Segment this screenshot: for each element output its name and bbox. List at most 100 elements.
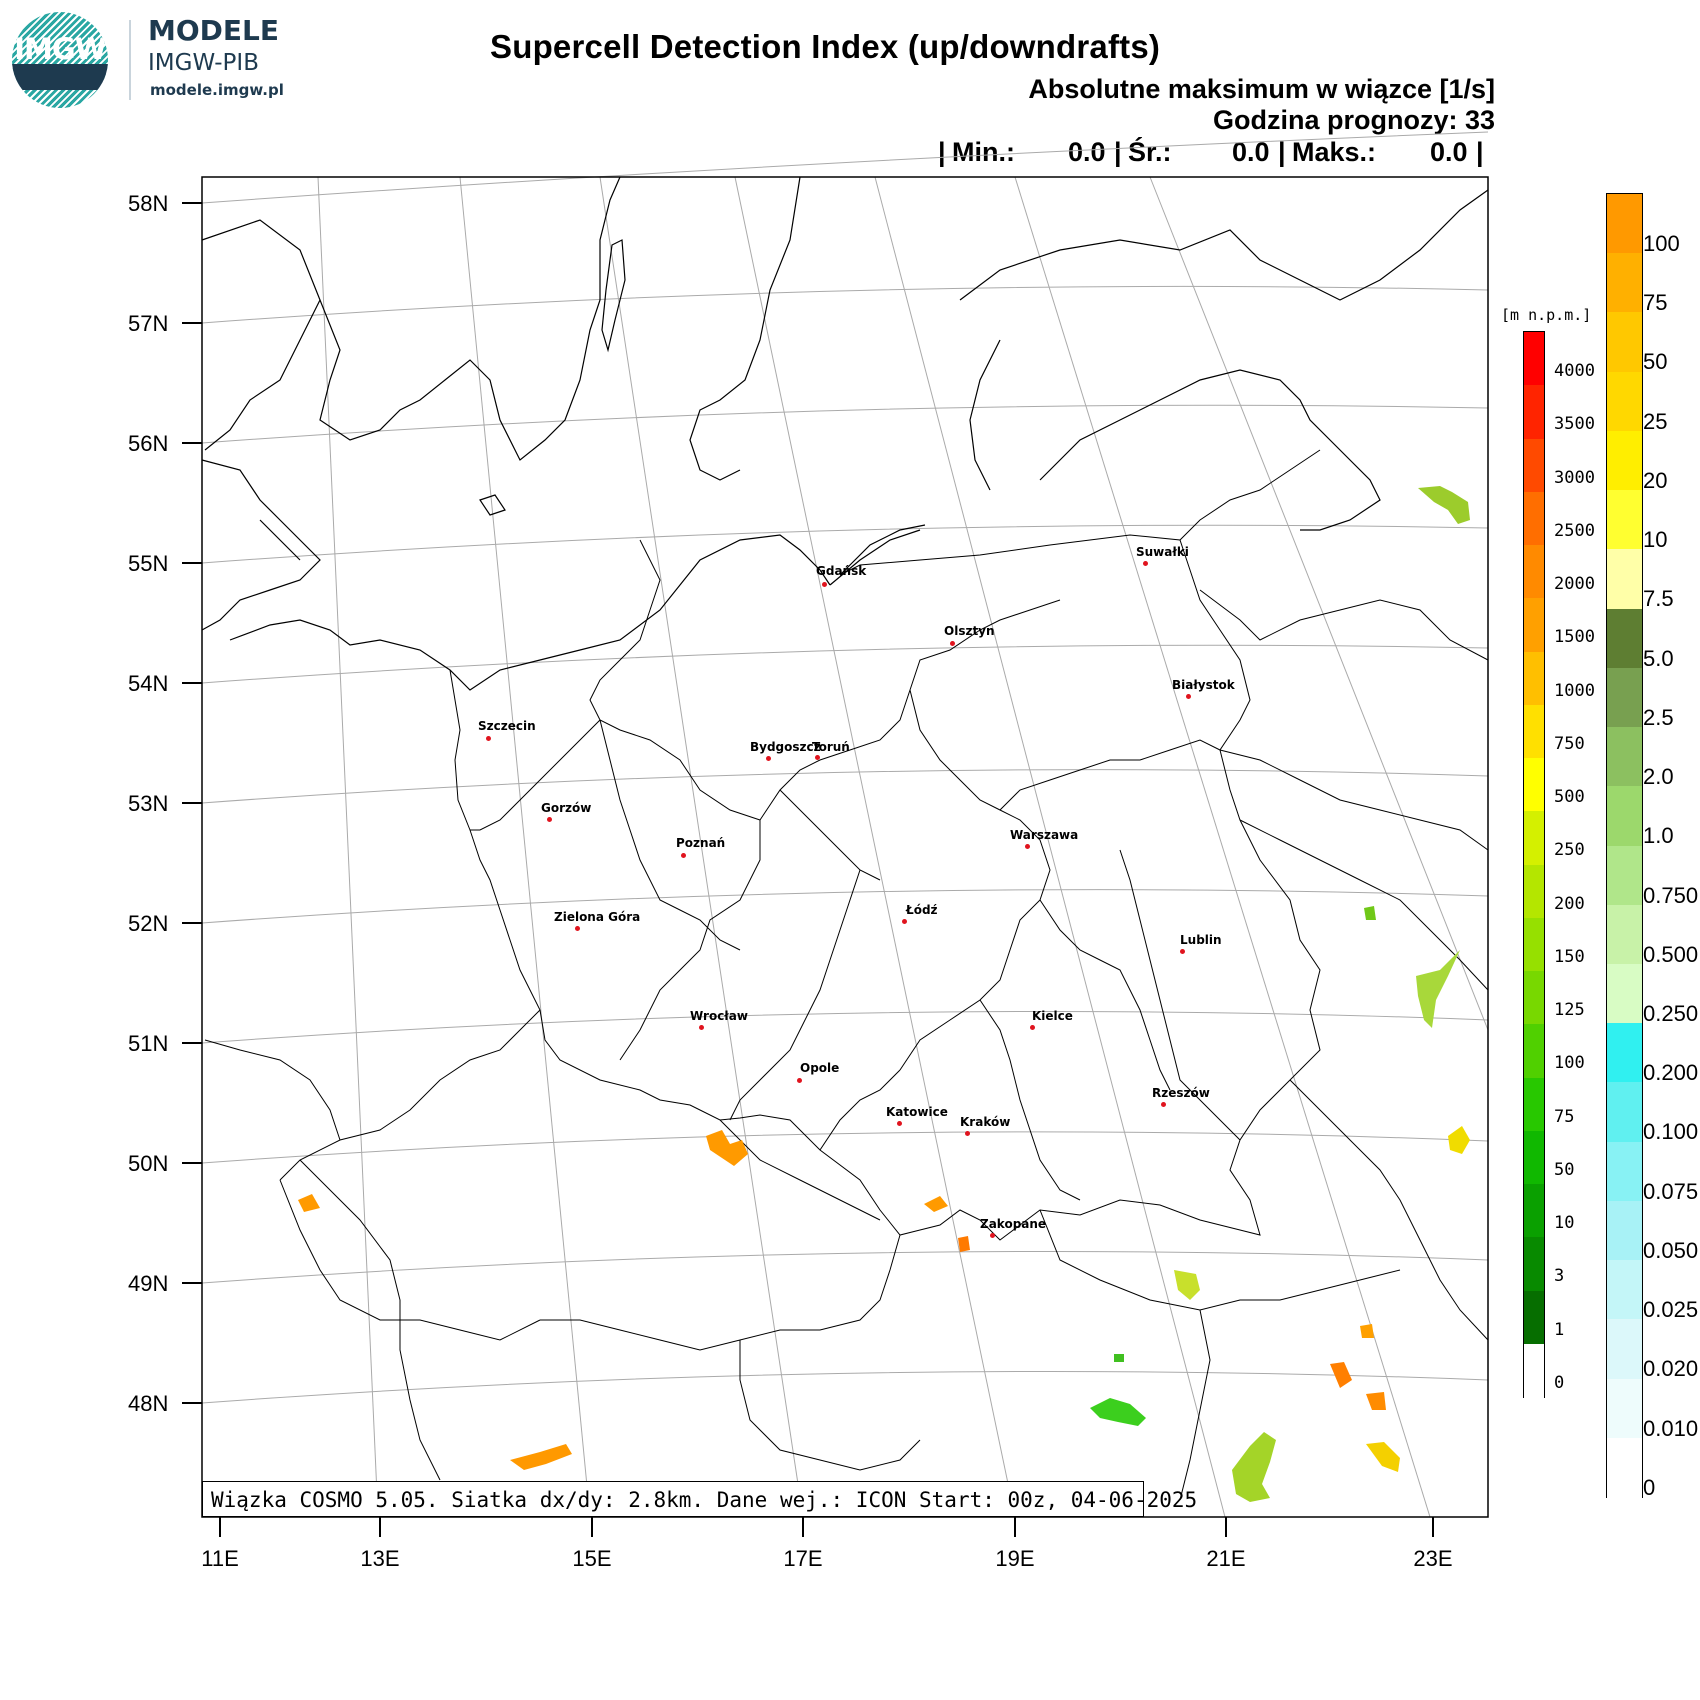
coastline-finland (959, 189, 1489, 301)
lat-label: 52N (128, 911, 169, 936)
lon-label: 21E (1206, 1546, 1246, 1571)
colorbar-segment (1524, 385, 1544, 440)
coastlines (201, 176, 1489, 691)
elevation-unit: [m n.p.m.] (1501, 306, 1592, 324)
stats-sep: | (938, 137, 946, 167)
colorbar-segment (1607, 371, 1642, 432)
model-info-box: Wiązka COSMO 5.05. Siatka dx/dy: 2.8km. … (202, 1481, 1197, 1517)
colorbar-segment (1524, 438, 1544, 493)
colorbar-segment (1607, 1141, 1642, 1202)
lon-label: 13E (360, 1546, 400, 1571)
colorbar-label: 0.050 (1643, 1237, 1699, 1263)
logo-org: IMGW-PIB (148, 50, 259, 76)
colorbar-label: 200 (1554, 893, 1585, 914)
colorbar-segment (1607, 1200, 1642, 1261)
colorbar-segment (1524, 1290, 1544, 1345)
border-czech-slovakia (279, 1009, 1401, 1351)
city-marker (897, 1121, 902, 1126)
colorbar-label: 0.010 (1643, 1415, 1699, 1441)
city-marker (902, 919, 907, 924)
patch-orange (1360, 1324, 1374, 1338)
city-label: Wrocław (690, 1009, 748, 1023)
border-germany-west (204, 1039, 441, 1481)
colorbar-segment (1524, 704, 1544, 759)
lat-label: 58N (128, 191, 169, 216)
colorbar-segment (1607, 608, 1642, 669)
colorbar-label: 0.100 (1643, 1119, 1699, 1145)
city-marker (486, 736, 491, 741)
coastline-poland-germany (229, 534, 831, 691)
city-marker (950, 641, 955, 646)
colorbar-label: 1000 (1554, 680, 1595, 701)
patch-green (1416, 950, 1460, 1028)
logo-url[interactable]: modele.imgw.pl (150, 81, 284, 99)
parallel-line (201, 524, 1489, 564)
city-label: Kraków (960, 1115, 1011, 1129)
forecast-hour: Godzina prognozy: 33 (1212, 105, 1495, 135)
colorbar-segment (1524, 1237, 1544, 1292)
city-marker (822, 582, 827, 587)
stats-min-label: Min.: (952, 137, 1015, 167)
colorbar-label: 250 (1554, 840, 1585, 861)
city-label: Szczecin (478, 719, 536, 733)
map-subtitle: Absolutne maksimum w wiązce [1/s] (1028, 74, 1495, 104)
map-title: Supercell Detection Index (up/downdrafts… (490, 28, 1161, 65)
stats-mean-label: Śr.: (1128, 137, 1172, 167)
logo-band (12, 64, 108, 90)
colorbar-label: 5.0 (1643, 645, 1674, 671)
colorbar-label: 2.0 (1643, 764, 1674, 790)
patch-orange (298, 1194, 320, 1212)
colorbar-label: 7.5 (1643, 586, 1674, 612)
colorbar-segment (1524, 811, 1544, 866)
parallel-line (201, 1370, 1489, 1404)
colorbar-segment (1607, 786, 1642, 847)
colorbar-label: 0.020 (1643, 1356, 1699, 1382)
city-marker (547, 817, 552, 822)
lat-label: 50N (128, 1151, 169, 1176)
sdi-colorbar (1606, 193, 1643, 1498)
city-marker (575, 926, 580, 931)
lon-label: 11E (201, 1546, 239, 1571)
city-label: Gdańsk (816, 564, 867, 578)
coastline-sweden-east (689, 176, 801, 481)
colorbar-segment (1607, 1378, 1642, 1439)
colorbar-segment (1524, 758, 1544, 812)
city-marker (990, 1233, 995, 1238)
colorbar-label: 75 (1554, 1106, 1575, 1127)
colorbar-label: 100 (1643, 231, 1680, 256)
border-belarus (1219, 749, 1489, 851)
city-marker (1161, 1102, 1166, 1107)
colorbar-label: 0.250 (1643, 1000, 1699, 1026)
parallel-line (201, 769, 1489, 804)
colorbar-label: 3000 (1554, 467, 1595, 488)
colorbar-segment (1607, 312, 1642, 373)
city-label: Łódź (906, 903, 938, 917)
colorbar-segment (1524, 917, 1544, 972)
city-marker (1186, 694, 1191, 699)
colorbar-segment (1607, 1023, 1642, 1084)
colorbar-label: 25 (1643, 408, 1668, 434)
city-marker (815, 755, 820, 760)
colorbar-segment (1607, 667, 1642, 728)
patch-green-small (1364, 906, 1376, 920)
parallel-line (201, 1131, 1489, 1164)
colorbar-segment (1524, 1077, 1544, 1132)
meridian-line (599, 176, 804, 1518)
colorbar-segment (1607, 549, 1642, 610)
colorbar-label: 2.5 (1643, 704, 1674, 730)
axis-ticks (182, 202, 1434, 1537)
city-label: Olsztyn (944, 624, 995, 638)
city-marker (766, 756, 771, 761)
lon-label: 15E (572, 1546, 612, 1571)
parallel-line (201, 1250, 1489, 1284)
patch-orange (706, 1130, 748, 1166)
city-marker (1030, 1025, 1035, 1030)
lon-label: 23E (1413, 1546, 1453, 1571)
colorbar-segment (1607, 253, 1642, 314)
patch-green (1090, 1398, 1146, 1426)
colorbar-segment (1607, 1082, 1642, 1143)
colorbar-segment (1607, 727, 1642, 788)
patch-green (1418, 486, 1470, 524)
colorbar-segment (1524, 598, 1544, 653)
colorbar-label: 50 (1554, 1159, 1575, 1180)
